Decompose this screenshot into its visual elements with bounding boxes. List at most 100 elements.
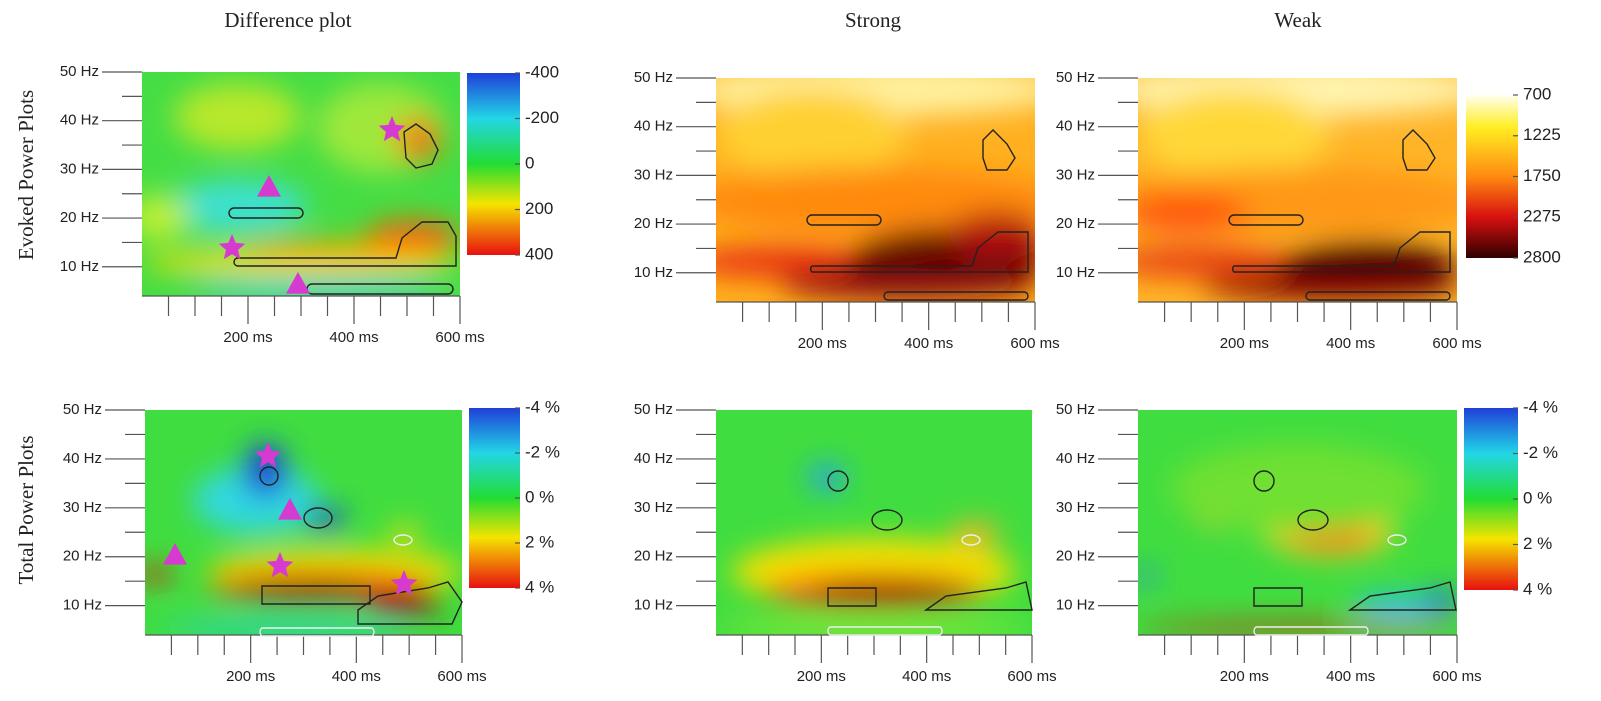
contour-line [1387,534,1407,546]
heatmap [1138,410,1457,635]
colorbar-tick-label: 400 [525,244,553,263]
y-tick-label: 20 Hz [634,548,673,565]
x-tick-label: 600 ms [437,668,486,685]
contour-line [806,214,882,226]
triangle-marker [163,543,187,565]
row-label: Total Power Plots [14,435,38,584]
colorbar-tick-label: 0 [525,153,534,172]
y-tick-label: 40 Hz [634,118,673,135]
heatmap-blob [716,246,876,278]
colorbar-tick-label: -2 % [1523,443,1558,462]
heatmap-blob [948,212,1035,258]
y-tick-label: 30 Hz [63,499,102,516]
x-tick-label: 400 ms [1326,668,1375,685]
y-tick-label: 50 Hz [634,69,673,86]
heatmap [1138,78,1457,302]
y-tick-label: 20 Hz [60,209,99,226]
heatmap-blob [807,464,846,491]
y-tick-label: 30 Hz [60,160,99,177]
colorbar-tick-label: 0 % [525,487,554,506]
star-marker [266,552,294,578]
x-tick-label: 400 ms [329,329,378,346]
y-tick-label: 40 Hz [60,112,99,129]
colorbar-tick-label: 200 [525,199,553,218]
star-marker [378,116,406,142]
contour-line [261,585,371,605]
heatmap-blob [237,242,429,261]
heatmap-blob [779,268,1035,300]
y-tick-label: 10 Hz [1056,264,1095,281]
heatmap-blob [810,578,969,602]
heatmap-blob [145,567,174,581]
colorbar-tick-label: -4 % [525,397,560,416]
heatmap [716,410,1032,635]
heatmap-blob [1138,89,1330,179]
contour-line [982,129,1016,171]
column-title: Strong [845,8,902,32]
y-tick-label: 20 Hz [1056,215,1095,232]
colorbar [469,408,520,588]
contour-line [827,587,877,607]
colorbar [467,73,520,255]
heatmap-blob [716,89,908,179]
heatmap-blob [1169,443,1426,534]
x-tick-label: 600 ms [1432,335,1481,352]
heatmap-blob [1425,590,1457,613]
x-tick-label: 400 ms [332,668,381,685]
contour-line [871,509,903,531]
heatmap-blobs [716,464,1032,635]
colorbar-tick-label: -2 % [525,442,560,461]
contour-line [303,507,333,529]
x-tick-label: 400 ms [1326,335,1375,352]
star-marker [254,442,282,468]
contour-line [923,581,1033,611]
contour-line [1253,626,1369,636]
star-marker [218,234,246,260]
y-tick-label: 10 Hz [634,597,673,614]
x-tick-label: 200 ms [1220,668,1269,685]
y-tick-label: 50 Hz [634,401,673,418]
star-marker [390,570,418,596]
y-tick-label: 40 Hz [1056,118,1095,135]
x-tick-label: 600 ms [1432,668,1481,685]
y-tick-label: 40 Hz [1056,450,1095,467]
x-tick-label: 400 ms [904,335,953,352]
heatmap-blob [396,116,441,162]
colorbar-tick-label: 4 % [1523,579,1552,598]
x-tick-label: 600 ms [435,329,484,346]
y-tick-label: 50 Hz [1056,401,1095,418]
contour-line [1297,509,1329,531]
heatmap-blobs [1138,443,1457,633]
contour-line [306,283,454,295]
contour-line [961,534,981,546]
colorbar-tick-label: 2 % [1523,534,1552,553]
contour-line [883,291,1029,301]
heatmap-blob [240,581,367,599]
column-title: Difference plot [224,8,351,32]
x-tick-label: 200 ms [226,668,275,685]
heatmap-blob [167,179,308,234]
colorbar-tick-label: 1750 [1523,166,1561,185]
heatmap-blobs [716,78,1035,300]
contour-line [357,581,463,625]
triangle-marker [286,272,310,294]
colorbar-tick-label: 1225 [1523,125,1561,144]
colorbar-tick-label: 2 % [525,532,554,551]
x-tick-label: 200 ms [1220,335,1269,352]
contour-line [1402,129,1436,171]
contour-line [1347,581,1457,611]
triangle-marker [278,498,302,520]
contour-line [1253,470,1275,492]
colorbar [1466,95,1518,258]
x-tick-label: 600 ms [1010,335,1059,352]
heatmap-blobs [142,83,460,296]
heatmap-blobs [1138,78,1457,300]
heatmap-blob [716,621,1032,635]
contour-line [810,231,1029,273]
triangle-marker [257,175,281,197]
y-tick-label: 20 Hz [63,548,102,565]
x-tick-label: 200 ms [797,668,846,685]
heatmap-blob [306,506,345,530]
heatmap-blob [142,195,190,240]
